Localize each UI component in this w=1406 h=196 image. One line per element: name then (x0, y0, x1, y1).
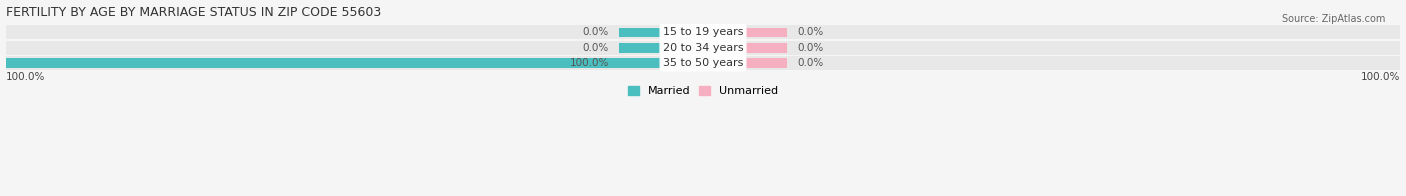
Text: 100.0%: 100.0% (569, 58, 609, 68)
Text: 20 to 34 years: 20 to 34 years (662, 43, 744, 53)
Text: 0.0%: 0.0% (797, 58, 824, 68)
Legend: Married, Unmarried: Married, Unmarried (623, 81, 783, 101)
Bar (745, 58, 787, 68)
Text: 15 to 19 years: 15 to 19 years (662, 27, 744, 37)
Bar (619, 58, 661, 68)
Text: 100.0%: 100.0% (6, 72, 45, 82)
Bar (745, 28, 787, 37)
Text: 0.0%: 0.0% (797, 43, 824, 53)
Text: 100.0%: 100.0% (1361, 72, 1400, 82)
Bar (619, 28, 661, 37)
Text: 0.0%: 0.0% (582, 43, 609, 53)
Bar (6, 41, 1400, 55)
Bar (6, 25, 1400, 39)
Text: 35 to 50 years: 35 to 50 years (662, 58, 744, 68)
Bar (619, 43, 661, 53)
Text: 0.0%: 0.0% (582, 27, 609, 37)
Bar (6, 56, 1400, 70)
Bar (0, 58, 661, 68)
Text: FERTILITY BY AGE BY MARRIAGE STATUS IN ZIP CODE 55603: FERTILITY BY AGE BY MARRIAGE STATUS IN Z… (6, 5, 381, 19)
Text: 0.0%: 0.0% (797, 27, 824, 37)
Bar (745, 43, 787, 53)
Text: Source: ZipAtlas.com: Source: ZipAtlas.com (1281, 14, 1385, 24)
